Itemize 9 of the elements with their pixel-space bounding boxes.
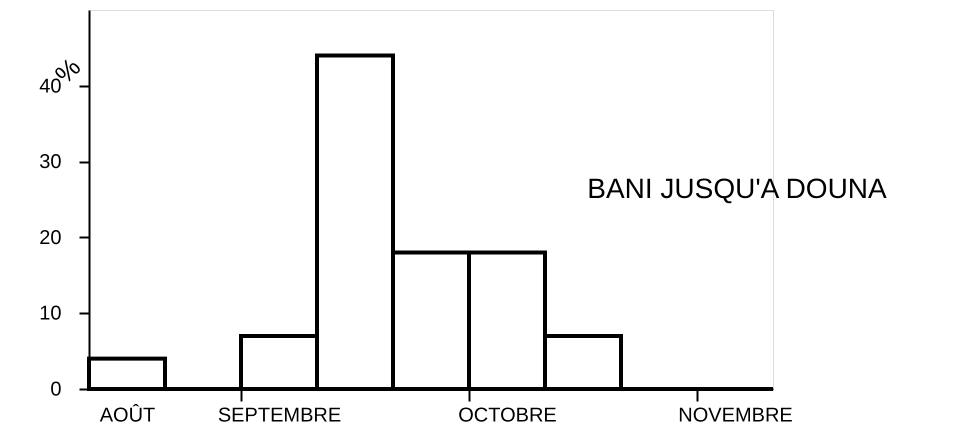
x-tick-label: OCTOBRE: [458, 404, 557, 426]
y-tick-label: 20: [39, 226, 62, 249]
x-tick-label: NOVEMBRE: [678, 404, 793, 426]
text: BANI JUSQU'A DOUNA: [587, 173, 888, 204]
x-tick-label: AOÛT: [100, 404, 156, 426]
y-tick-label: 10: [39, 302, 62, 325]
y-tick-label: 0: [50, 378, 62, 400]
y-tick-label: 30: [39, 151, 62, 174]
x-tick-label: SEPTEMBRE: [218, 404, 342, 426]
